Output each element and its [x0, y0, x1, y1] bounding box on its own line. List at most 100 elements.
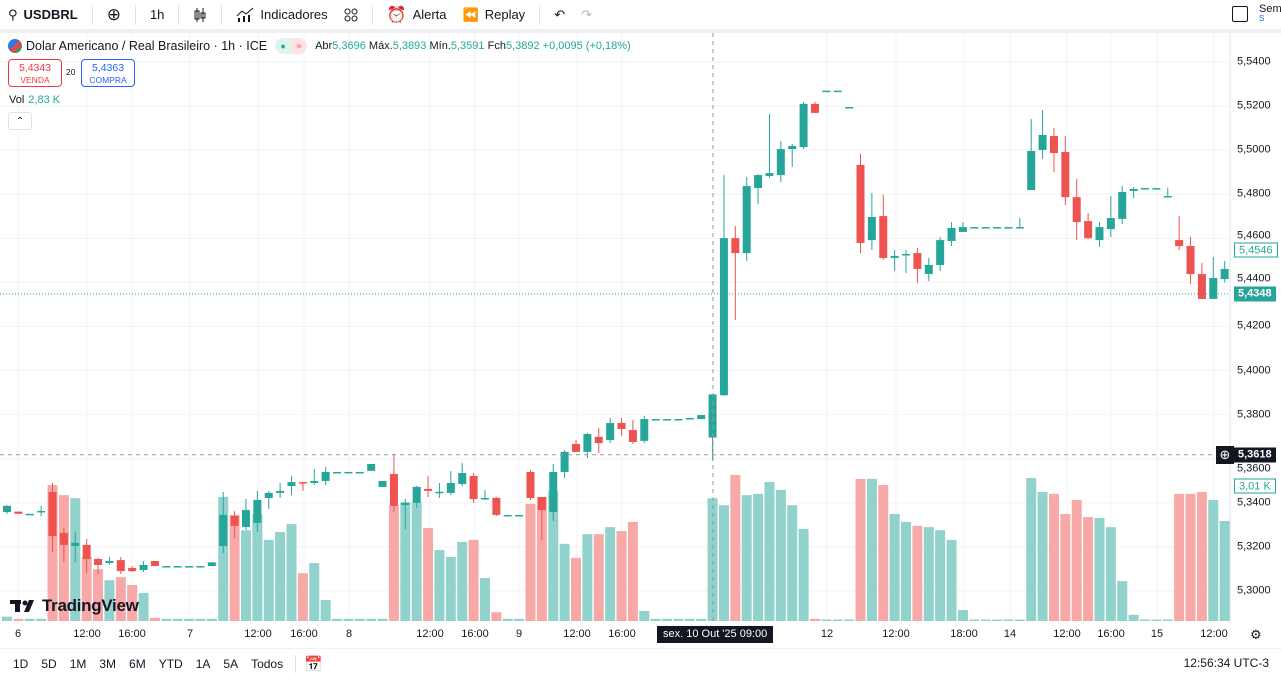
range-button-1m[interactable]: 1M [69, 656, 87, 671]
ask-price-tag: 5,4546 [1234, 242, 1278, 258]
candle-body [970, 227, 979, 229]
volume-bar [889, 513, 900, 621]
candle-body [594, 436, 603, 444]
candle-body [344, 471, 353, 474]
price-tick-label: 5,4600 [1237, 229, 1271, 242]
candle-body [890, 255, 899, 258]
range-button-1d[interactable]: 1D [13, 656, 29, 671]
volume-bar [536, 496, 547, 621]
candle-body [424, 488, 433, 491]
sell-button[interactable]: 5,4343 VENDA [8, 59, 62, 87]
settings-gear-icon[interactable]: ⚙ [1250, 627, 1262, 642]
volume-bar [434, 549, 445, 621]
price-tick-label: 5,5400 [1237, 55, 1271, 68]
volume-bar [252, 513, 263, 621]
price-tick-label: 5,4200 [1237, 319, 1271, 332]
volume-bar [582, 534, 593, 621]
change-value: +0,0095 (+0,18%) [542, 40, 631, 52]
calendar-goto-icon[interactable]: 📅 [304, 655, 323, 673]
volume-bar [1048, 493, 1059, 621]
volume-bar [127, 585, 138, 621]
redo-button[interactable]: ↷ [573, 1, 600, 29]
high-label: Máx. [368, 40, 393, 52]
add-alert-plus-icon[interactable]: ⊕ [1216, 445, 1234, 464]
market-open-dot-icon: ● [275, 38, 292, 54]
chart-type-button[interactable] [185, 1, 215, 29]
candle-body [59, 532, 68, 545]
candle-body [71, 542, 80, 546]
tradingview-logo[interactable]: TradingView [10, 596, 139, 616]
range-button-5d[interactable]: 5D [41, 656, 57, 671]
volume-bar [366, 618, 377, 621]
candle-body [287, 482, 296, 487]
candle-body [958, 227, 967, 232]
candle-body [674, 419, 683, 421]
volume-bar [1083, 517, 1094, 621]
symbol-search[interactable]: ⚲ USDBRL [0, 1, 86, 29]
price-chart[interactable] [0, 33, 1281, 623]
range-button-6m[interactable]: 6M [129, 656, 146, 671]
symbol-title[interactable]: Dolar Americano / Real Brasileiro · 1h ·… [26, 39, 268, 53]
alert-button[interactable]: ⏰ Alerta [379, 1, 455, 29]
divider [134, 4, 136, 25]
candle-body [993, 227, 1002, 229]
volume-bar [707, 498, 718, 621]
candle-body [14, 511, 23, 514]
volume-bar [354, 618, 365, 621]
delayed-data-icon: ≈ [291, 38, 308, 54]
undo-icon: ↶ [554, 6, 566, 22]
replay-button[interactable]: ⏪ Replay [455, 1, 534, 29]
candle-body [1015, 227, 1024, 229]
candle-body [1106, 218, 1115, 230]
candle-body [230, 516, 239, 526]
alarm-clock-icon: ⏰ [386, 6, 407, 24]
volume-bar [923, 527, 934, 621]
price-tick-label: 5,3800 [1237, 408, 1271, 421]
buy-button[interactable]: 5,4363 COMPRA [81, 59, 135, 87]
volume-bar [320, 599, 331, 621]
volume-bar [423, 528, 434, 621]
interval-label: 1h [149, 7, 165, 22]
layouts-button[interactable] [336, 1, 366, 29]
range-button-todos[interactable]: Todos [251, 656, 284, 671]
sell-label: VENDA [20, 75, 50, 85]
volume-bar [1026, 478, 1037, 621]
candle-body [48, 492, 57, 537]
compare-button[interactable]: ⊕ [99, 1, 129, 29]
interval-button[interactable]: 1h [142, 1, 172, 29]
range-button-ytd[interactable]: YTD [158, 656, 183, 671]
divider [295, 654, 297, 673]
indicators-button[interactable]: Indicadores [228, 1, 335, 29]
undo-button[interactable]: ↶ [546, 1, 573, 29]
candle-body [1095, 227, 1104, 241]
clock[interactable]: 12:56:34 UTC-3 [1183, 656, 1269, 670]
time-tick-label: 16:00 [1097, 628, 1125, 640]
time-axis[interactable]: 6 12:00 16:00 7 12:00 16:00 8 12:00 16:00 9 12:00 1… [0, 623, 1230, 645]
volume-bar [445, 556, 456, 621]
price-tick-label: 5,4400 [1237, 272, 1271, 285]
candle-body [560, 451, 569, 472]
time-tick-label: 12:00 [1053, 628, 1081, 640]
volume-bar [741, 495, 752, 621]
crosshair-price-tag: 5,3618 [1234, 447, 1276, 463]
high-value: 5,3893 [392, 40, 427, 52]
candle-body [25, 513, 34, 516]
range-button-5a[interactable]: 5A [223, 656, 239, 671]
candle-body [685, 417, 694, 420]
time-tick-label: 15 [1150, 628, 1164, 640]
candle-body [367, 464, 376, 471]
time-tick-label: 6 [14, 628, 22, 640]
market-status-pill[interactable]: ● ≈ [275, 38, 308, 54]
collapse-legend-button[interactable]: ⌃ [8, 112, 32, 130]
range-button-1a[interactable]: 1A [195, 656, 211, 671]
candle-body [640, 419, 649, 441]
low-value: 5,3591 [450, 40, 485, 52]
volume-bar [491, 612, 502, 621]
layout-toggle-checkbox[interactable] [1232, 6, 1248, 22]
candle-body [1129, 188, 1138, 191]
candle-body [333, 471, 342, 474]
range-button-3m[interactable]: 3M [99, 656, 117, 671]
candle-body [879, 216, 888, 258]
candle-body [241, 510, 250, 528]
candle-body [1027, 151, 1036, 191]
